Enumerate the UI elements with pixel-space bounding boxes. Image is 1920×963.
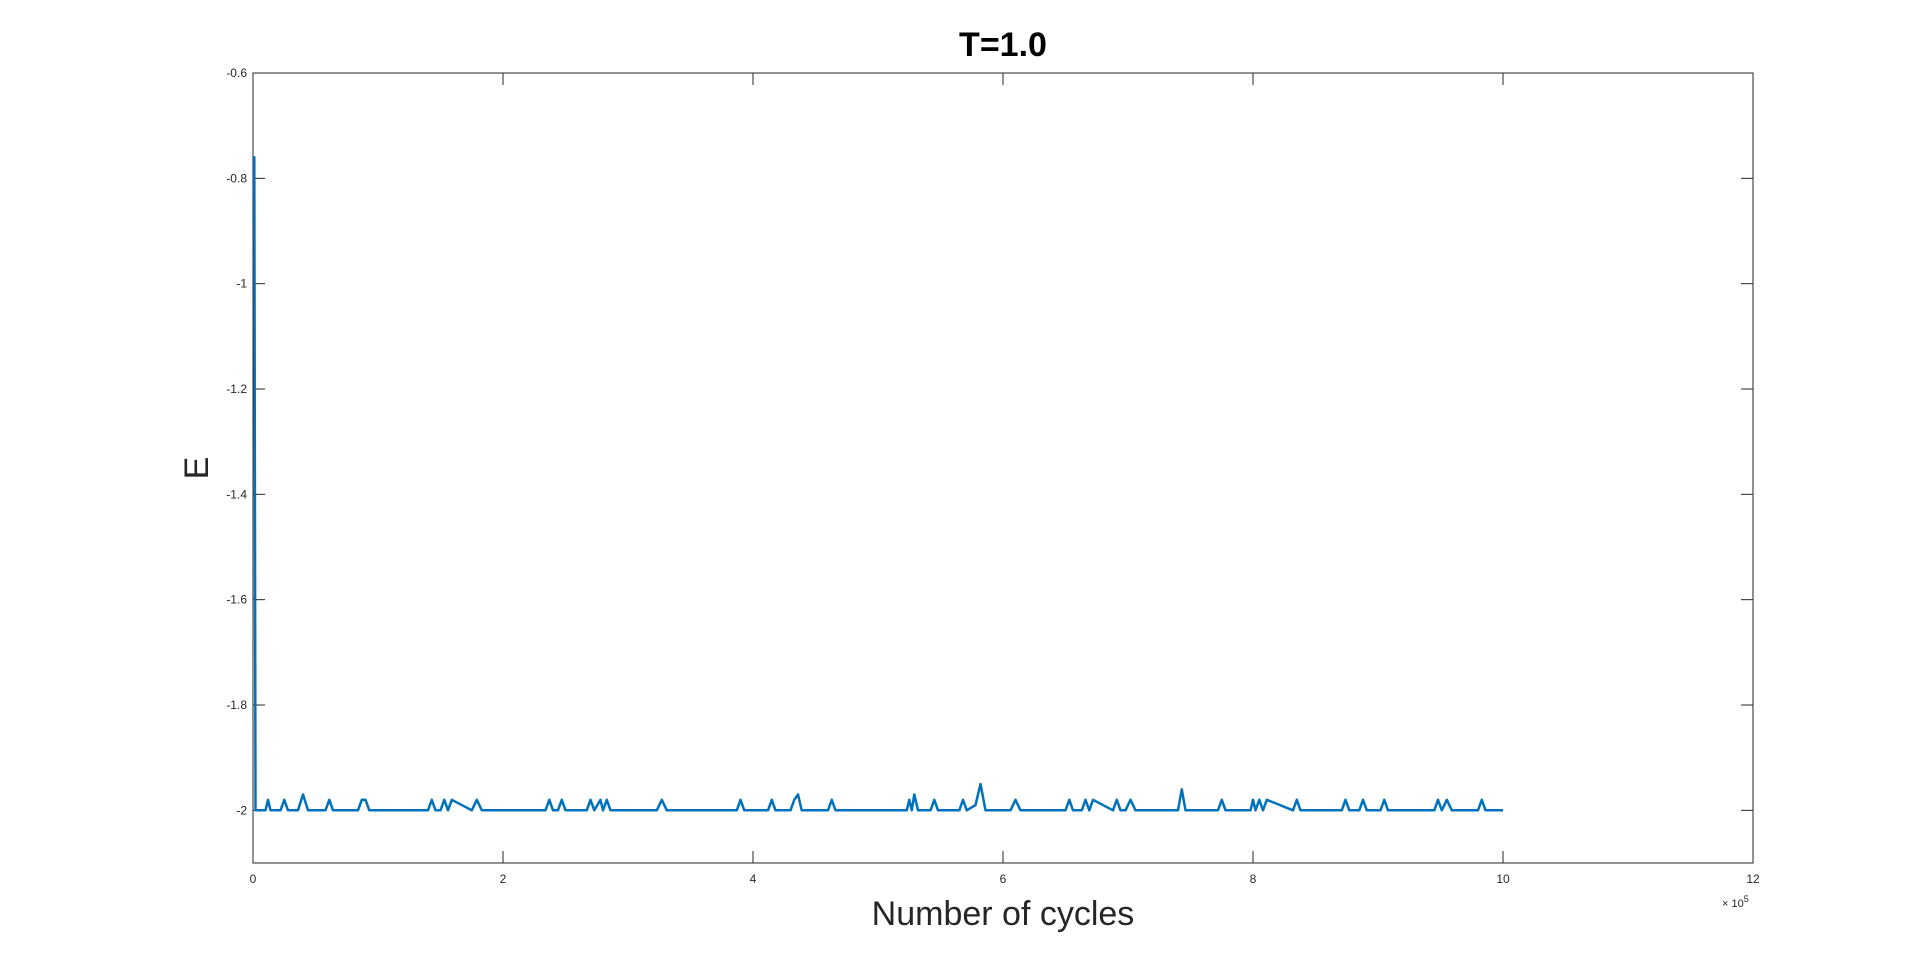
- y-tick-label: -0.6: [226, 66, 247, 80]
- x-tick-label: 12: [1746, 872, 1760, 886]
- x-tick-label: 10: [1496, 872, 1510, 886]
- x-tick-label: 6: [1000, 872, 1007, 886]
- series-layer: [253, 156, 1503, 812]
- y-tick-label: -1.8: [226, 698, 247, 712]
- y-tick-label: -2: [236, 803, 247, 817]
- y-tick-label: -1.4: [226, 487, 247, 501]
- y-tick-label: -1: [236, 277, 247, 291]
- x-tick-label: 0: [250, 872, 257, 886]
- x-axis-label: Number of cycles: [872, 895, 1135, 933]
- axes-box: [252, 72, 1754, 864]
- chart-title: T=1.0: [959, 26, 1047, 64]
- y-tick-label: -0.8: [226, 171, 247, 185]
- x-tick-label: 8: [1250, 872, 1257, 886]
- y-tick-label: -1.6: [226, 593, 247, 607]
- tick-labels: 0 2 4 6 8 10 12 -2 -1.8 -1.6 -1.4 -1.2 -1 -0.8 -0.6: [226, 66, 1760, 886]
- x-axis-exponent-power: 5: [1744, 894, 1749, 904]
- tick-marks: [252, 72, 1754, 863]
- y-axis-label: E: [178, 457, 216, 480]
- series-line-0: [253, 156, 1503, 812]
- x-tick-label: 4: [750, 872, 757, 886]
- x-axis-exponent-base: × 10: [1722, 898, 1744, 910]
- x-tick-label: 2: [500, 872, 507, 886]
- x-axis-exponent: × 105: [1722, 894, 1749, 910]
- y-tick-label: -1.2: [226, 382, 247, 396]
